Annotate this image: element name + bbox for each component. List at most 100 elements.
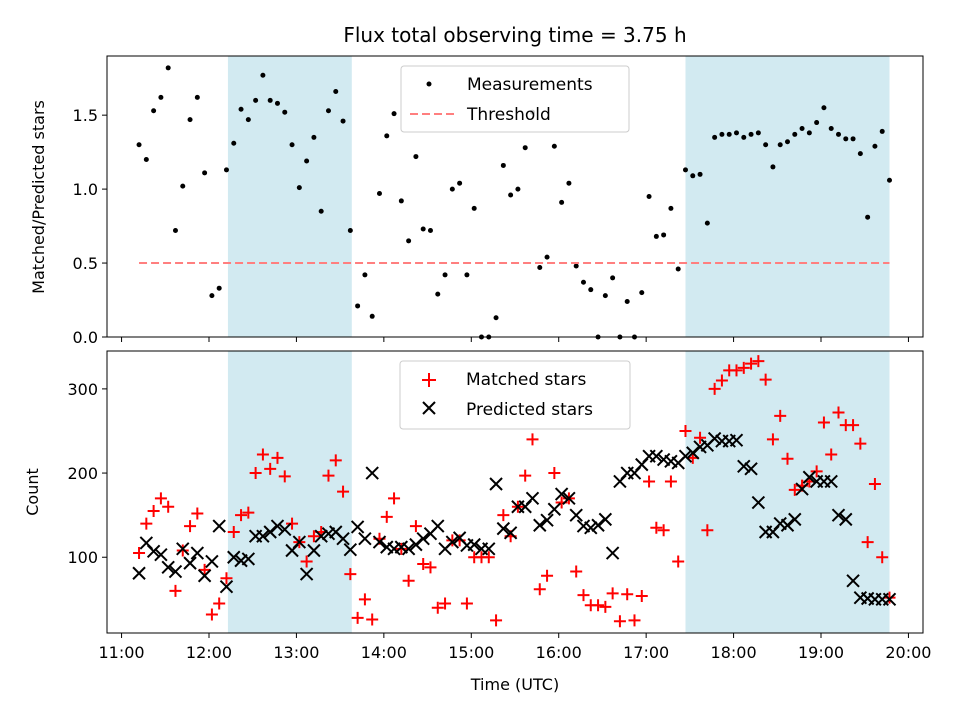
shaded-interval-1 [685, 56, 890, 337]
matched-point-12 [220, 572, 233, 585]
matched-point-18 [264, 462, 277, 475]
predicted-point-48 [482, 542, 496, 556]
predicted-point-96 [831, 508, 846, 522]
measurement-point-37 [406, 238, 412, 244]
measurement-point-74 [675, 266, 681, 272]
predicted-point-17 [256, 529, 270, 543]
predicted-point-64 [598, 512, 613, 527]
matched-point-11 [213, 597, 226, 610]
measurement-point-82 [733, 130, 739, 136]
matched-point-75 [679, 424, 692, 437]
measurement-point-21 [289, 142, 295, 148]
measurement-point-0 [136, 142, 142, 148]
matched-point-94 [817, 416, 830, 429]
measurement-point-51 [508, 192, 514, 198]
matched-point-14 [235, 509, 248, 522]
measurement-point-42 [442, 272, 448, 278]
predicted-point-3 [154, 548, 168, 562]
bottom-x-axis: 11:00 12:00 13:00 14:00 15:00 16:00 17:00 18:00… [99, 633, 931, 662]
measurement-point-38 [413, 154, 419, 160]
measurement-point-88 [777, 142, 783, 148]
predicted-point-51 [503, 526, 518, 540]
predicted-point-95 [824, 474, 838, 489]
top-legend-box [400, 65, 630, 133]
measurement-point-79 [712, 134, 718, 140]
x-tick-label-9: 20:00 [885, 643, 931, 662]
matched-point-29 [344, 568, 357, 581]
measurement-point-44 [457, 180, 463, 186]
measurement-point-90 [792, 131, 798, 137]
measurement-point-43 [449, 186, 455, 192]
matched-point-19 [271, 451, 284, 464]
bottom-shaded-intervals [227, 351, 890, 633]
predicted-point-60 [569, 508, 583, 522]
y-tick-label-2: 300 [67, 380, 98, 399]
matched-point-15 [242, 506, 255, 519]
matched-point-36 [395, 542, 408, 555]
measurement-point-67 [624, 299, 630, 305]
predicted-point-23 [299, 567, 314, 581]
measurement-point-101 [872, 143, 878, 149]
measurement-point-39 [420, 226, 426, 232]
predicted-point-32 [365, 466, 379, 480]
y-tick-label-2: 1.0 [73, 180, 98, 199]
predicted-point-33 [372, 535, 387, 549]
matched-point-40 [424, 561, 437, 574]
measurement-point-6 [180, 183, 186, 189]
matched-point-69 [635, 589, 648, 602]
predicted-point-54 [525, 491, 540, 506]
measurement-point-86 [763, 142, 769, 148]
legend-matched-marker [422, 373, 436, 387]
measurement-point-3 [158, 94, 164, 100]
matched-point-34 [380, 510, 393, 523]
measurement-point-53 [522, 145, 528, 151]
matched-point-61 [577, 589, 590, 602]
measurement-point-1 [143, 157, 149, 163]
matched-point-89 [781, 452, 794, 465]
predicted-point-62 [584, 521, 598, 535]
measurement-point-49 [493, 315, 499, 321]
matched-point-30 [351, 611, 364, 624]
matched-point-64 [599, 600, 612, 613]
top-legend: Measurements Threshold [400, 65, 630, 133]
shaded-interval-0 [227, 351, 352, 633]
matched-point-65 [606, 587, 619, 600]
x-tick-label-3: 14:00 [361, 643, 407, 662]
measurement-point-59 [566, 180, 572, 186]
matched-point-41 [431, 601, 444, 614]
matched-point-26 [322, 469, 335, 482]
measurement-point-4 [165, 65, 171, 71]
predicted-point-103 [882, 592, 897, 607]
measurement-point-23 [304, 158, 310, 164]
matched-point-93 [810, 465, 823, 478]
measurement-point-8 [194, 94, 200, 100]
bottom-legend: Matched stars Predicted stars [399, 360, 631, 430]
measurement-point-83 [741, 134, 747, 140]
measurement-point-73 [668, 205, 674, 211]
measurement-point-56 [544, 254, 550, 260]
predicted-point-6 [176, 542, 190, 556]
measurement-point-26 [325, 108, 331, 114]
predicted-point-4 [161, 560, 175, 575]
measurement-point-17 [260, 72, 266, 78]
measurement-point-55 [537, 264, 543, 270]
matched-point-56 [541, 569, 554, 582]
predicted-point-13 [227, 550, 241, 564]
measurement-point-10 [209, 293, 215, 299]
measurement-point-35 [391, 111, 397, 117]
measurement-point-78 [704, 220, 710, 226]
bottom-y-axis: 100 200 300 [67, 380, 107, 567]
measurement-point-70 [646, 194, 652, 199]
predicted-point-90 [788, 512, 802, 527]
predicted-point-31 [358, 532, 372, 546]
measurement-point-40 [427, 228, 433, 234]
matched-point-90 [788, 483, 801, 496]
matched-point-35 [388, 492, 401, 505]
matched-point-87 [766, 433, 779, 446]
legend-measurements-label: Measurements [467, 75, 593, 95]
measurement-point-5 [172, 228, 178, 234]
measurement-point-41 [435, 291, 441, 297]
matched-point-7 [184, 520, 197, 533]
measurement-point-72 [661, 232, 667, 238]
measurement-point-30 [355, 303, 361, 309]
